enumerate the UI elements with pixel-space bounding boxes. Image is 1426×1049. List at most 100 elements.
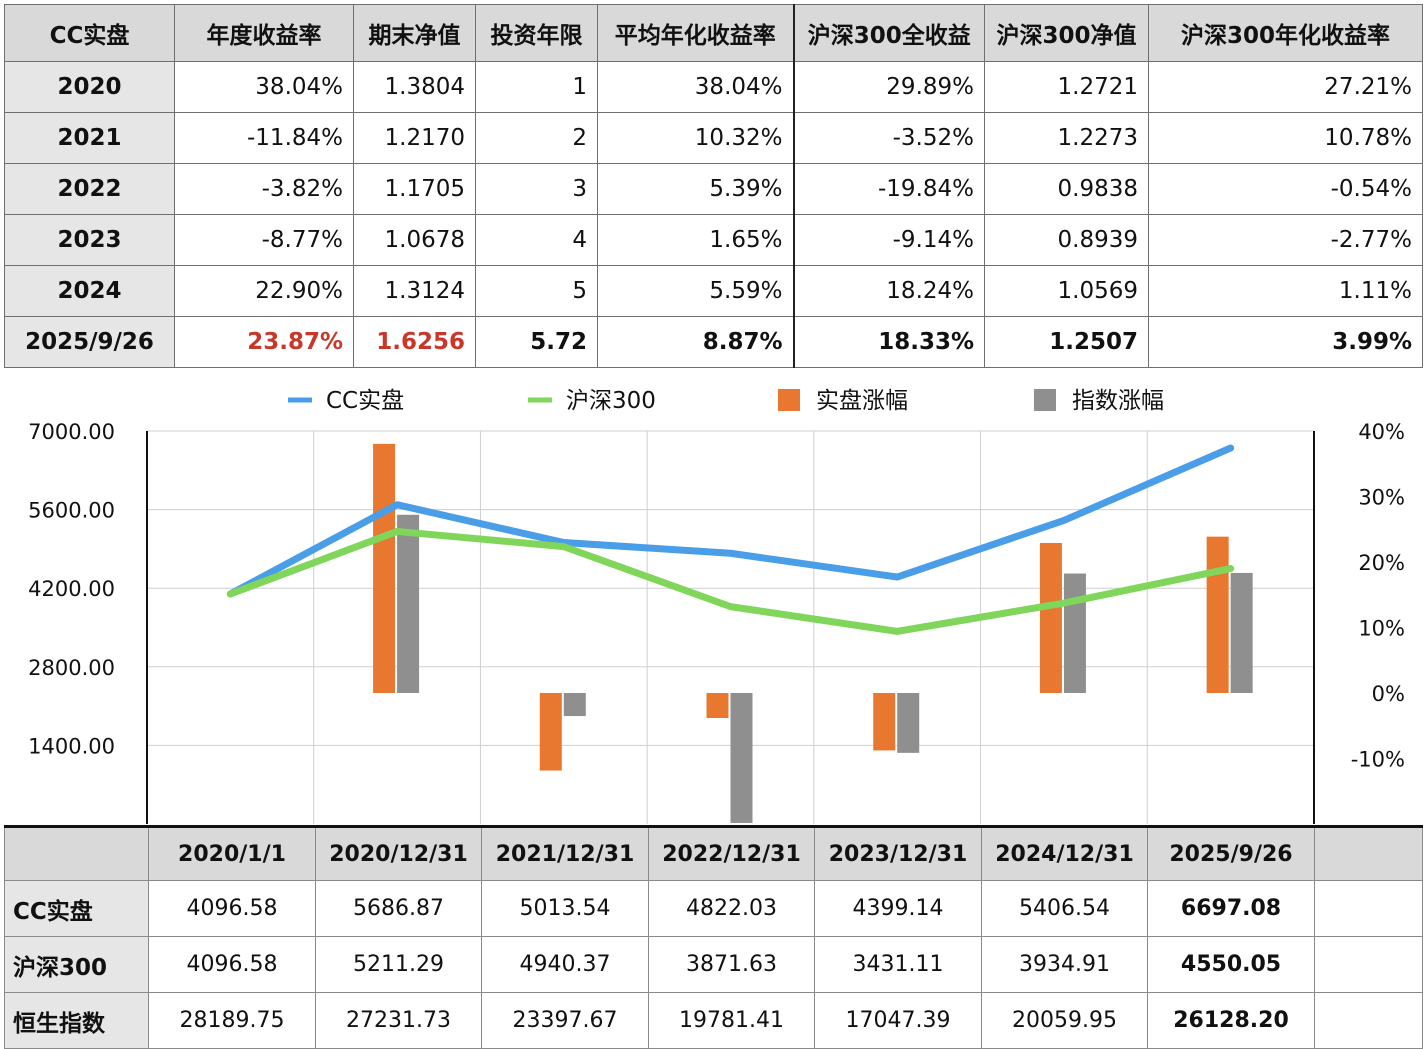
header-cell: 2025/9/26	[1147, 826, 1315, 881]
row-label: 2021	[4, 112, 175, 164]
header-cell	[4, 826, 149, 881]
table-cell: 5.72	[475, 316, 598, 368]
header-cell: 平均年化收益率	[597, 4, 794, 62]
table-cell: -11.84%	[174, 112, 354, 164]
table-cell: 20059.95	[981, 992, 1148, 1049]
table-cell: 28189.75	[148, 992, 316, 1049]
table-cell: 1.1705	[353, 163, 476, 215]
table-cell: 8.87%	[597, 316, 794, 368]
table-row: CC实盘 4096.58 5686.87 5013.54 4822.03 439…	[4, 880, 1423, 937]
table-cell: 1.2170	[353, 112, 476, 164]
table-cell: -2.77%	[1148, 214, 1423, 266]
legend-swatch	[778, 389, 800, 411]
empty-cell	[1314, 992, 1423, 1049]
line-csi300	[226, 527, 1235, 635]
table-cell: -9.14%	[792, 214, 985, 266]
table-cell-highlight: 23.87%	[174, 316, 354, 368]
table-cell: 18.24%	[792, 265, 985, 317]
summary-header-row: CC实盘 年度收益率 期末净值 投资年限 平均年化收益率 沪深300全收益 沪深…	[4, 4, 1423, 62]
table-cell: 4940.37	[481, 936, 649, 993]
y-right-tick-label: 0%	[1372, 682, 1405, 706]
row-label: 2025/9/26	[4, 316, 175, 368]
table-cell: 38.04%	[597, 61, 794, 113]
header-cell: 投资年限	[475, 4, 598, 62]
bar-portfolio	[706, 693, 729, 719]
table-cell: 1.3804	[353, 61, 476, 113]
chart-legend: CC实盘 沪深300 实盘涨幅 指数涨幅	[288, 388, 1164, 414]
header-cell: 年度收益率	[174, 4, 354, 62]
table-cell: 1	[475, 61, 598, 113]
header-cell: 沪深300净值	[984, 4, 1149, 62]
header-cell: 2023/12/31	[814, 826, 982, 881]
table-cell: 17047.39	[814, 992, 982, 1049]
y-right-tick-label: 20%	[1358, 551, 1405, 575]
bar-index	[563, 693, 586, 717]
table-cell: -3.82%	[174, 163, 354, 215]
table-cell: 23397.67	[481, 992, 649, 1049]
table-cell: 5.39%	[597, 163, 794, 215]
table-cell: 5.59%	[597, 265, 794, 317]
chart-bars	[373, 443, 1253, 823]
row-label: 2023	[4, 214, 175, 266]
table-cell-highlight: 1.6256	[353, 316, 476, 368]
table-cell: 26128.20	[1147, 992, 1315, 1049]
bar-portfolio	[1206, 536, 1229, 693]
table-cell: 5	[475, 265, 598, 317]
table-cell: -8.77%	[174, 214, 354, 266]
table-row: 2022 -3.82% 1.1705 3 5.39% -19.84% 0.983…	[4, 163, 1423, 215]
row-label: 2022	[4, 163, 175, 215]
table-cell: 1.0678	[353, 214, 476, 266]
table-cell: 10.78%	[1148, 112, 1423, 164]
bar-index	[897, 693, 920, 753]
header-cell	[1314, 826, 1423, 881]
table-cell: 5406.54	[981, 880, 1148, 937]
header-cell: CC实盘	[4, 4, 175, 62]
table-cell: 3934.91	[981, 936, 1148, 993]
chart-axes: 7000.00 5600.00 4200.00 2800.00 1400.00 40% 30…	[28, 420, 1405, 824]
table-cell: 3431.11	[814, 936, 982, 993]
header-cell: 2022/12/31	[648, 826, 815, 881]
legend-label: 实盘涨幅	[816, 388, 908, 414]
line-portfolio	[226, 444, 1235, 598]
y-left-tick-label: 1400.00	[28, 734, 115, 758]
legend-swatch	[1034, 389, 1056, 411]
table-cell: 1.11%	[1148, 265, 1423, 317]
y-right-tick-label: -10%	[1351, 748, 1405, 772]
table-cell: 4550.05	[1147, 936, 1315, 993]
y-right-tick-label: 10%	[1358, 617, 1405, 641]
table-row: 2020 38.04% 1.3804 1 38.04% 29.89% 1.272…	[4, 61, 1423, 113]
bar-index	[397, 514, 420, 693]
chart-grid	[147, 430, 1314, 824]
table-cell: 27.21%	[1148, 61, 1423, 113]
table-cell: 1.2273	[984, 112, 1149, 164]
table-cell: 4399.14	[814, 880, 982, 937]
table-cell: 1.0569	[984, 265, 1149, 317]
chart-lines	[226, 444, 1235, 635]
table-cell: 22.90%	[174, 265, 354, 317]
table-cell: 3.99%	[1148, 316, 1423, 368]
header-cell: 2024/12/31	[981, 826, 1148, 881]
table-cell: -19.84%	[792, 163, 985, 215]
bar-portfolio	[1039, 543, 1062, 693]
row-label: CC实盘	[4, 880, 149, 937]
table-cell: -0.54%	[1148, 163, 1423, 215]
table-cell: 19781.41	[648, 992, 815, 1049]
table-cell: 4096.58	[148, 880, 316, 937]
values-header-row: 2020/1/1 2020/12/31 2021/12/31 2022/12/3…	[4, 826, 1423, 881]
y-right-tick-label: 40%	[1358, 420, 1405, 444]
table-cell: 4	[475, 214, 598, 266]
table-cell: 6697.08	[1147, 880, 1315, 937]
table-row: 2021 -11.84% 1.2170 2 10.32% -3.52% 1.22…	[4, 112, 1423, 164]
table-cell: 2	[475, 112, 598, 164]
header-cell: 沪深300年化收益率	[1148, 4, 1423, 62]
table-cell: 0.9838	[984, 163, 1149, 215]
table-cell: 1.2721	[984, 61, 1149, 113]
bar-index	[1063, 573, 1086, 693]
table-cell: 1.3124	[353, 265, 476, 317]
bar-index	[730, 693, 753, 823]
row-label: 2024	[4, 265, 175, 317]
y-right-tick-label: 30%	[1358, 486, 1405, 510]
chart: CC实盘 沪深300 实盘涨幅 指数涨幅 7000.00 5600.00 4200.00 2…	[28, 388, 1405, 824]
header-cell: 2020/1/1	[148, 826, 316, 881]
header-cell: 2020/12/31	[315, 826, 482, 881]
